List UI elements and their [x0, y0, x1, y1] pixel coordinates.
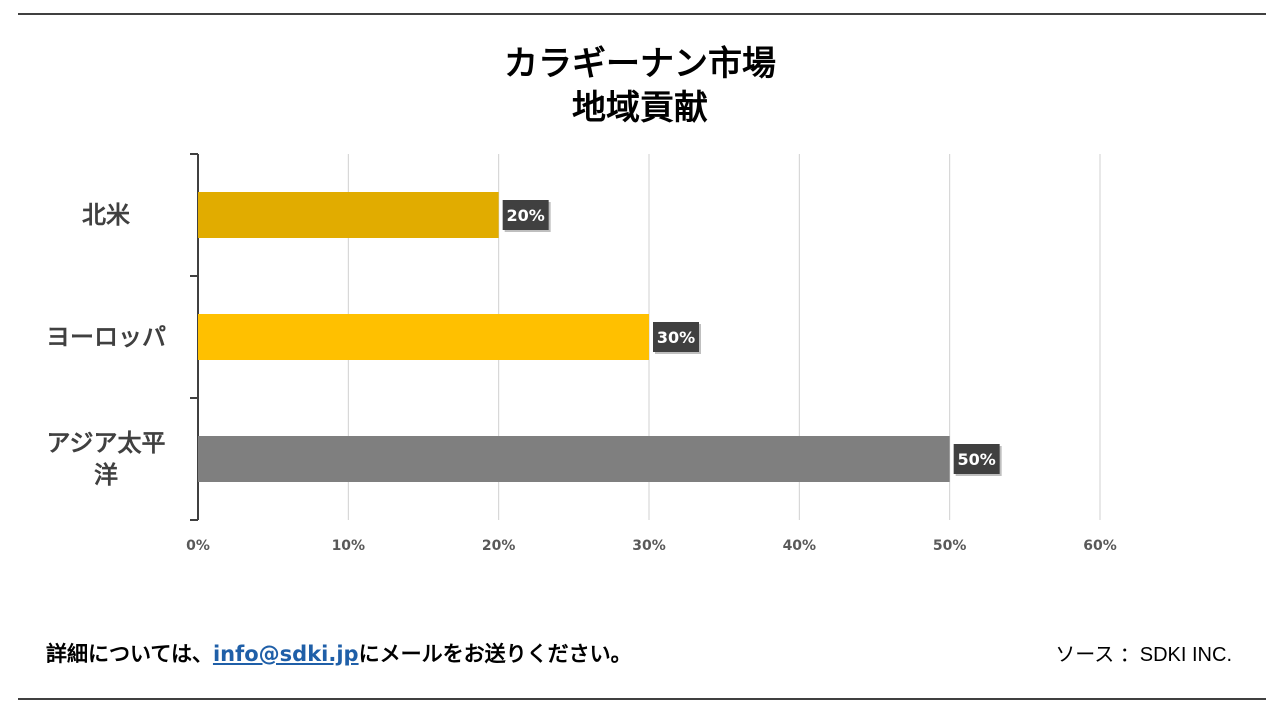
data-label: 50%	[958, 450, 996, 469]
category-label: ヨーロッパ	[46, 323, 166, 351]
category-label: アジア太平	[46, 429, 165, 457]
contact-note: 詳細については、info@sdki.jpにメールをお送りください。	[46, 640, 632, 668]
data-label: 20%	[507, 206, 545, 225]
bar-2	[198, 314, 649, 360]
data-label: 30%	[657, 328, 695, 347]
x-tick-label: 30%	[632, 538, 666, 554]
bottom-rule	[18, 698, 1266, 700]
source-credit: ソース ：SDKI INC.	[1055, 644, 1232, 666]
data-label-box	[653, 322, 699, 352]
x-tick-label: 20%	[482, 538, 516, 554]
x-tick-label: 60%	[1083, 538, 1117, 554]
contact-note-prefix: 詳細については、	[46, 642, 213, 666]
contact-note-suffix: にメールをお送りください。	[358, 642, 632, 666]
contact-email-link[interactable]: info@sdki.jp	[212, 642, 359, 666]
x-tick-label: 40%	[783, 538, 817, 554]
chart-subtitle: 地域貢献	[572, 88, 708, 128]
data-label-box	[502, 200, 549, 230]
bar-chart: 0% 10% 20% 30% 40% 50% 60% 北米 20% ヨーロッパ 30% アジア太平洋…	[46, 153, 1117, 554]
x-tick-label: 0%	[186, 538, 210, 554]
chart-title: カラギーナン市場	[504, 44, 776, 84]
data-label-box	[953, 444, 1000, 474]
bar-3	[198, 436, 950, 482]
bar-1	[198, 192, 499, 238]
x-tick-label: 50%	[933, 538, 967, 554]
category-label: 北米	[82, 201, 130, 229]
x-tick-label: 10%	[332, 538, 366, 554]
top-rule	[18, 13, 1266, 15]
category-label: 洋	[94, 461, 118, 489]
